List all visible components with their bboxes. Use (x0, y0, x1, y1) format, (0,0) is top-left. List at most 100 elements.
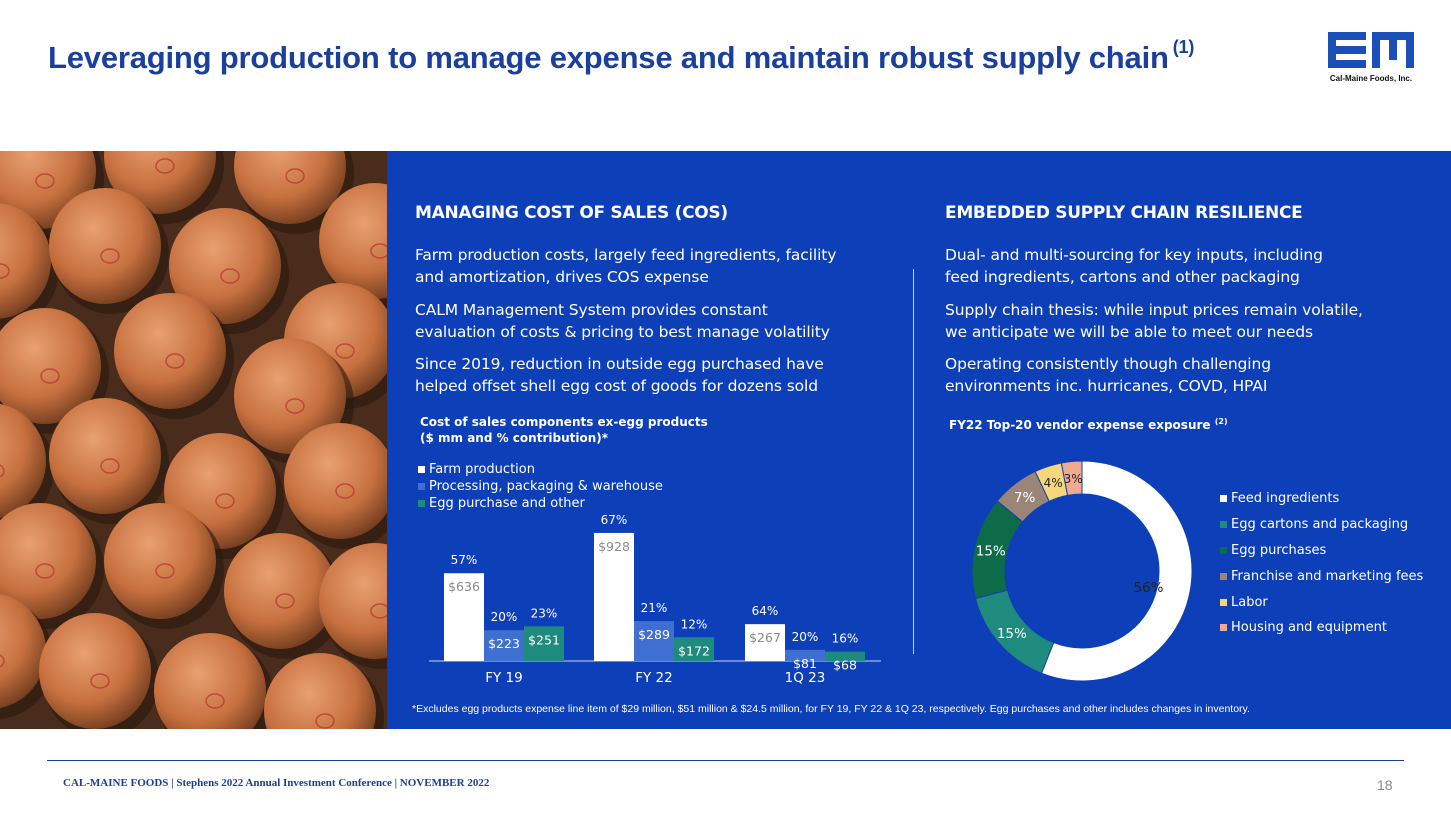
donut-slice-label: 15% (997, 626, 1027, 642)
donut-chart-legend: Feed ingredients Egg cartons and packagi… (1220, 486, 1423, 641)
left-para-3: Since 2019, reduction in outside egg pur… (415, 354, 824, 397)
right-para-1-line-1: Dual- and multi-sourcing for key inputs,… (945, 246, 1323, 264)
donut-slice-label: 56% (1133, 580, 1163, 596)
egg-stamp (275, 593, 295, 609)
legend-label: Egg purchase and other (429, 496, 585, 511)
bar-percent-label: 57% (451, 553, 478, 567)
egg (224, 533, 336, 649)
right-para-2-line-2: we anticipate we will be able to meet ou… (945, 322, 1314, 341)
bar-percent-label: 67% (601, 513, 628, 527)
egg (284, 423, 387, 539)
egg-stamp (205, 693, 225, 709)
egg (49, 188, 161, 304)
right-para-3-line-1: Operating consistently though challengin… (945, 355, 1271, 373)
left-para-2-line-1: CALM Management System provides constant (415, 301, 768, 319)
egg-stamp (155, 158, 175, 174)
egg (0, 403, 46, 519)
legend-swatch (418, 466, 425, 473)
donut-chart: 56% 15% 15% 7% 4% 3% (971, 460, 1193, 682)
left-para-1-line-1: Farm production costs, largely feed ingr… (415, 246, 837, 264)
bar (484, 630, 524, 661)
cal-maine-logo (1328, 32, 1414, 68)
legend-item-housing: Housing and equipment (1220, 615, 1423, 641)
page-title: Leveraging production to manage expense … (48, 37, 1298, 76)
donut-slice (1060, 460, 1083, 496)
bar-percent-label: 21% (641, 601, 668, 615)
egg-stamp (370, 243, 387, 259)
legend-swatch (1220, 521, 1227, 529)
pie-chart-title-text: FY22 Top-20 vendor expense exposure (949, 418, 1211, 432)
bar-value-label: $636 (448, 579, 480, 594)
egg-stamp (370, 603, 387, 619)
category-label: FY 19 (485, 670, 522, 686)
pie-title-footnote-ref: (2) (1214, 417, 1228, 426)
bar-percent-label: 16% (832, 632, 859, 646)
egg (0, 503, 96, 619)
donut-slice (1040, 460, 1193, 682)
left-column-heading: MANAGING COST OF SALES (COS) (415, 203, 728, 223)
egg-stamp (0, 263, 10, 279)
egg (319, 543, 387, 659)
egg-stamp (0, 654, 5, 668)
legend-label: Feed ingredients (1231, 491, 1340, 507)
legend-item-farm-production: Farm production (418, 461, 663, 478)
footer-text: CAL-MAINE FOODS | Stephens 2022 Annual I… (63, 777, 490, 789)
legend-swatch (1220, 495, 1227, 503)
legend-label: Housing and equipment (1231, 620, 1387, 636)
egg-stamp (315, 713, 335, 729)
chart-footnote: *Excludes egg products expense line item… (412, 703, 1250, 715)
legend-item-egg-purchases: Egg purchases (1220, 538, 1423, 564)
bar-value-label: $68 (833, 658, 857, 673)
egg-stamp (285, 168, 305, 184)
bar-value-label: $172 (678, 643, 710, 658)
bar-percent-label: 23% (531, 606, 558, 620)
category-label: 1Q 23 (785, 670, 826, 686)
bar (825, 651, 865, 661)
bar-chart-title: Cost of sales components ex-egg products… (420, 414, 708, 446)
bar-percent-label: 20% (491, 610, 518, 624)
legend-swatch (418, 500, 425, 507)
egg (0, 308, 101, 424)
content-panel: MANAGING COST OF SALES (COS) Farm produc… (387, 151, 1451, 729)
legend-label: Farm production (429, 462, 535, 477)
egg-stamp (285, 398, 305, 414)
left-para-1: Farm production costs, largely feed ingr… (415, 245, 836, 288)
bar-percent-label: 64% (752, 604, 779, 618)
bar (745, 624, 785, 661)
column-divider (913, 269, 914, 654)
right-para-3: Operating consistently though challengin… (945, 354, 1271, 397)
egg (264, 653, 376, 729)
legend-item-egg-purchase: Egg purchase and other (418, 495, 663, 512)
bar (444, 573, 484, 661)
egg (154, 633, 266, 729)
egg (169, 208, 281, 324)
page-title-text: Leveraging production to manage expense … (48, 40, 1169, 75)
bar-percent-label: 20% (792, 630, 819, 644)
right-para-1: Dual- and multi-sourcing for key inputs,… (945, 245, 1323, 288)
pie-chart-title: FY22 Top-20 vendor expense exposure (2) (949, 414, 1228, 433)
egg-stamp (35, 173, 55, 189)
egg-stamp (100, 248, 120, 264)
legend-label: Egg purchases (1231, 542, 1327, 558)
egg-stamp (335, 343, 355, 359)
bar (524, 626, 564, 661)
bar (594, 532, 634, 661)
footer-rule (47, 760, 1404, 761)
legend-item-processing: Processing, packaging & warehouse (418, 478, 663, 495)
left-para-3-line-1: Since 2019, reduction in outside egg pur… (415, 355, 824, 373)
eggs-photo (0, 151, 387, 729)
legend-swatch (1220, 598, 1227, 606)
bar (785, 649, 825, 661)
legend-item-feed-ingredients: Feed ingredients (1220, 486, 1423, 512)
legend-item-labor: Labor (1220, 589, 1423, 615)
legend-item-egg-cartons: Egg cartons and packaging (1220, 512, 1423, 538)
bar-percent-label: 12% (681, 617, 708, 631)
egg (234, 151, 346, 224)
egg-stamp (165, 353, 185, 369)
egg-stamp (90, 673, 110, 689)
egg (49, 398, 161, 514)
legend-swatch (418, 483, 425, 490)
legend-swatch (1220, 572, 1227, 580)
left-para-3-line-2: helped offset shell egg cost of goods fo… (415, 376, 818, 395)
donut-slice-label: 15% (976, 544, 1006, 560)
